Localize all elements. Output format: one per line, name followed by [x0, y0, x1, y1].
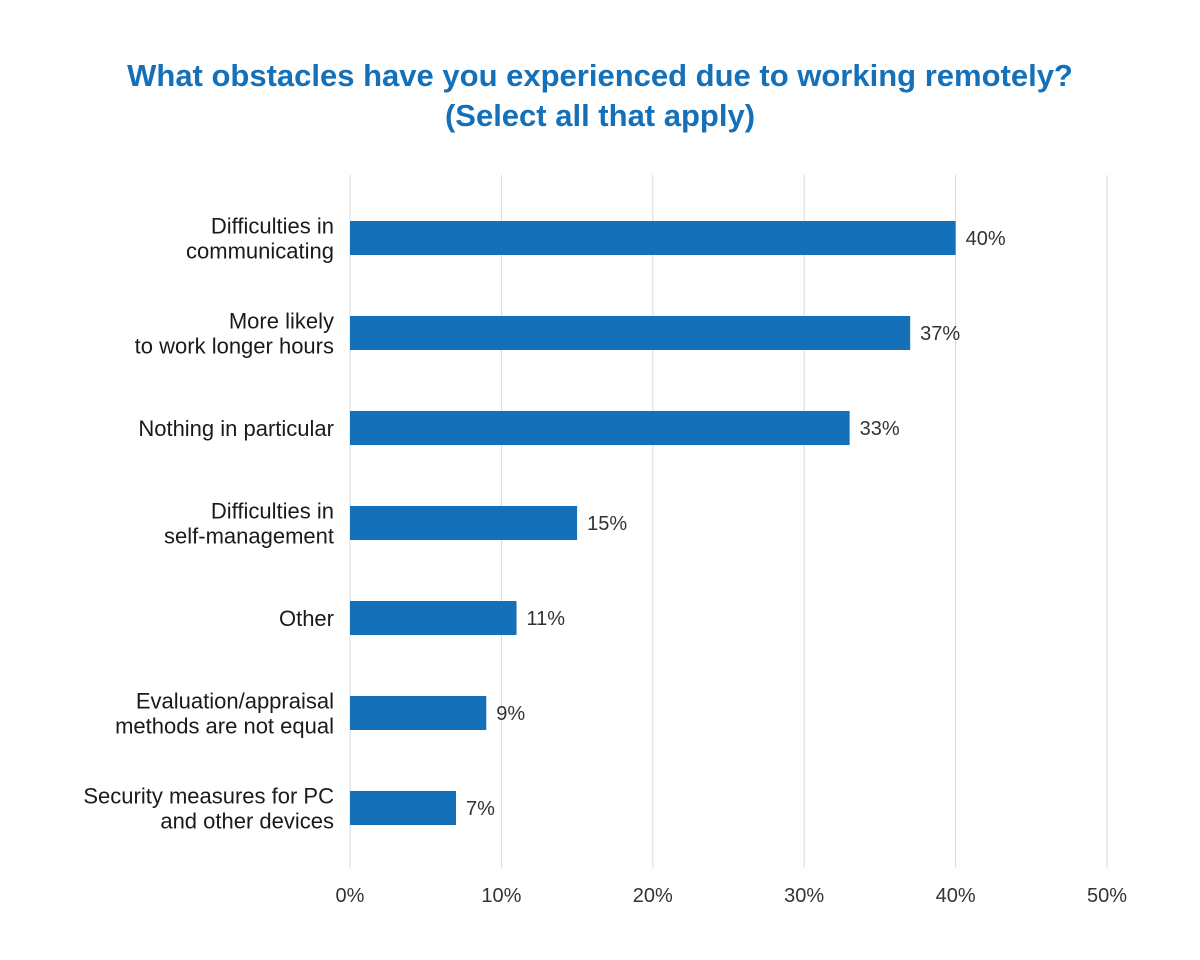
bar: [350, 221, 956, 255]
category-label: Security measures for PC and other device…: [83, 784, 334, 834]
bar: [350, 316, 911, 350]
chart-title-block: What obstacles have you experienced due …: [0, 56, 1200, 136]
x-tick-label: 30%: [784, 885, 824, 907]
bar: [350, 506, 578, 540]
category-label: Other: [279, 606, 334, 631]
category-label: Nothing in particular: [138, 416, 334, 441]
bar: [350, 791, 456, 825]
category-label: Difficulties in self-management: [164, 499, 334, 549]
x-tick-label: 50%: [1087, 885, 1127, 907]
category-label: More likely to work longer hours: [135, 309, 334, 359]
x-tick-label: 0%: [336, 885, 365, 907]
data-label: 40%: [966, 228, 1006, 250]
data-label: 11%: [527, 608, 566, 630]
data-label: 33%: [860, 418, 900, 440]
data-label: 15%: [587, 513, 627, 535]
bar: [350, 411, 850, 445]
data-label: 9%: [496, 703, 525, 725]
chart-title: What obstacles have you experienced due …: [127, 58, 1073, 93]
bar: [350, 601, 517, 635]
data-label: 37%: [920, 323, 960, 345]
category-label: Evaluation/appraisal methods are not equa…: [115, 689, 334, 739]
x-tick-label: 10%: [481, 885, 521, 907]
x-tick-label: 40%: [936, 885, 976, 907]
x-tick-label: 20%: [633, 885, 673, 907]
chart-subtitle: (Select all that apply): [444, 98, 756, 133]
data-label: 7%: [466, 798, 495, 820]
bar: [350, 696, 487, 730]
category-label: Difficulties in communicating: [186, 214, 334, 264]
